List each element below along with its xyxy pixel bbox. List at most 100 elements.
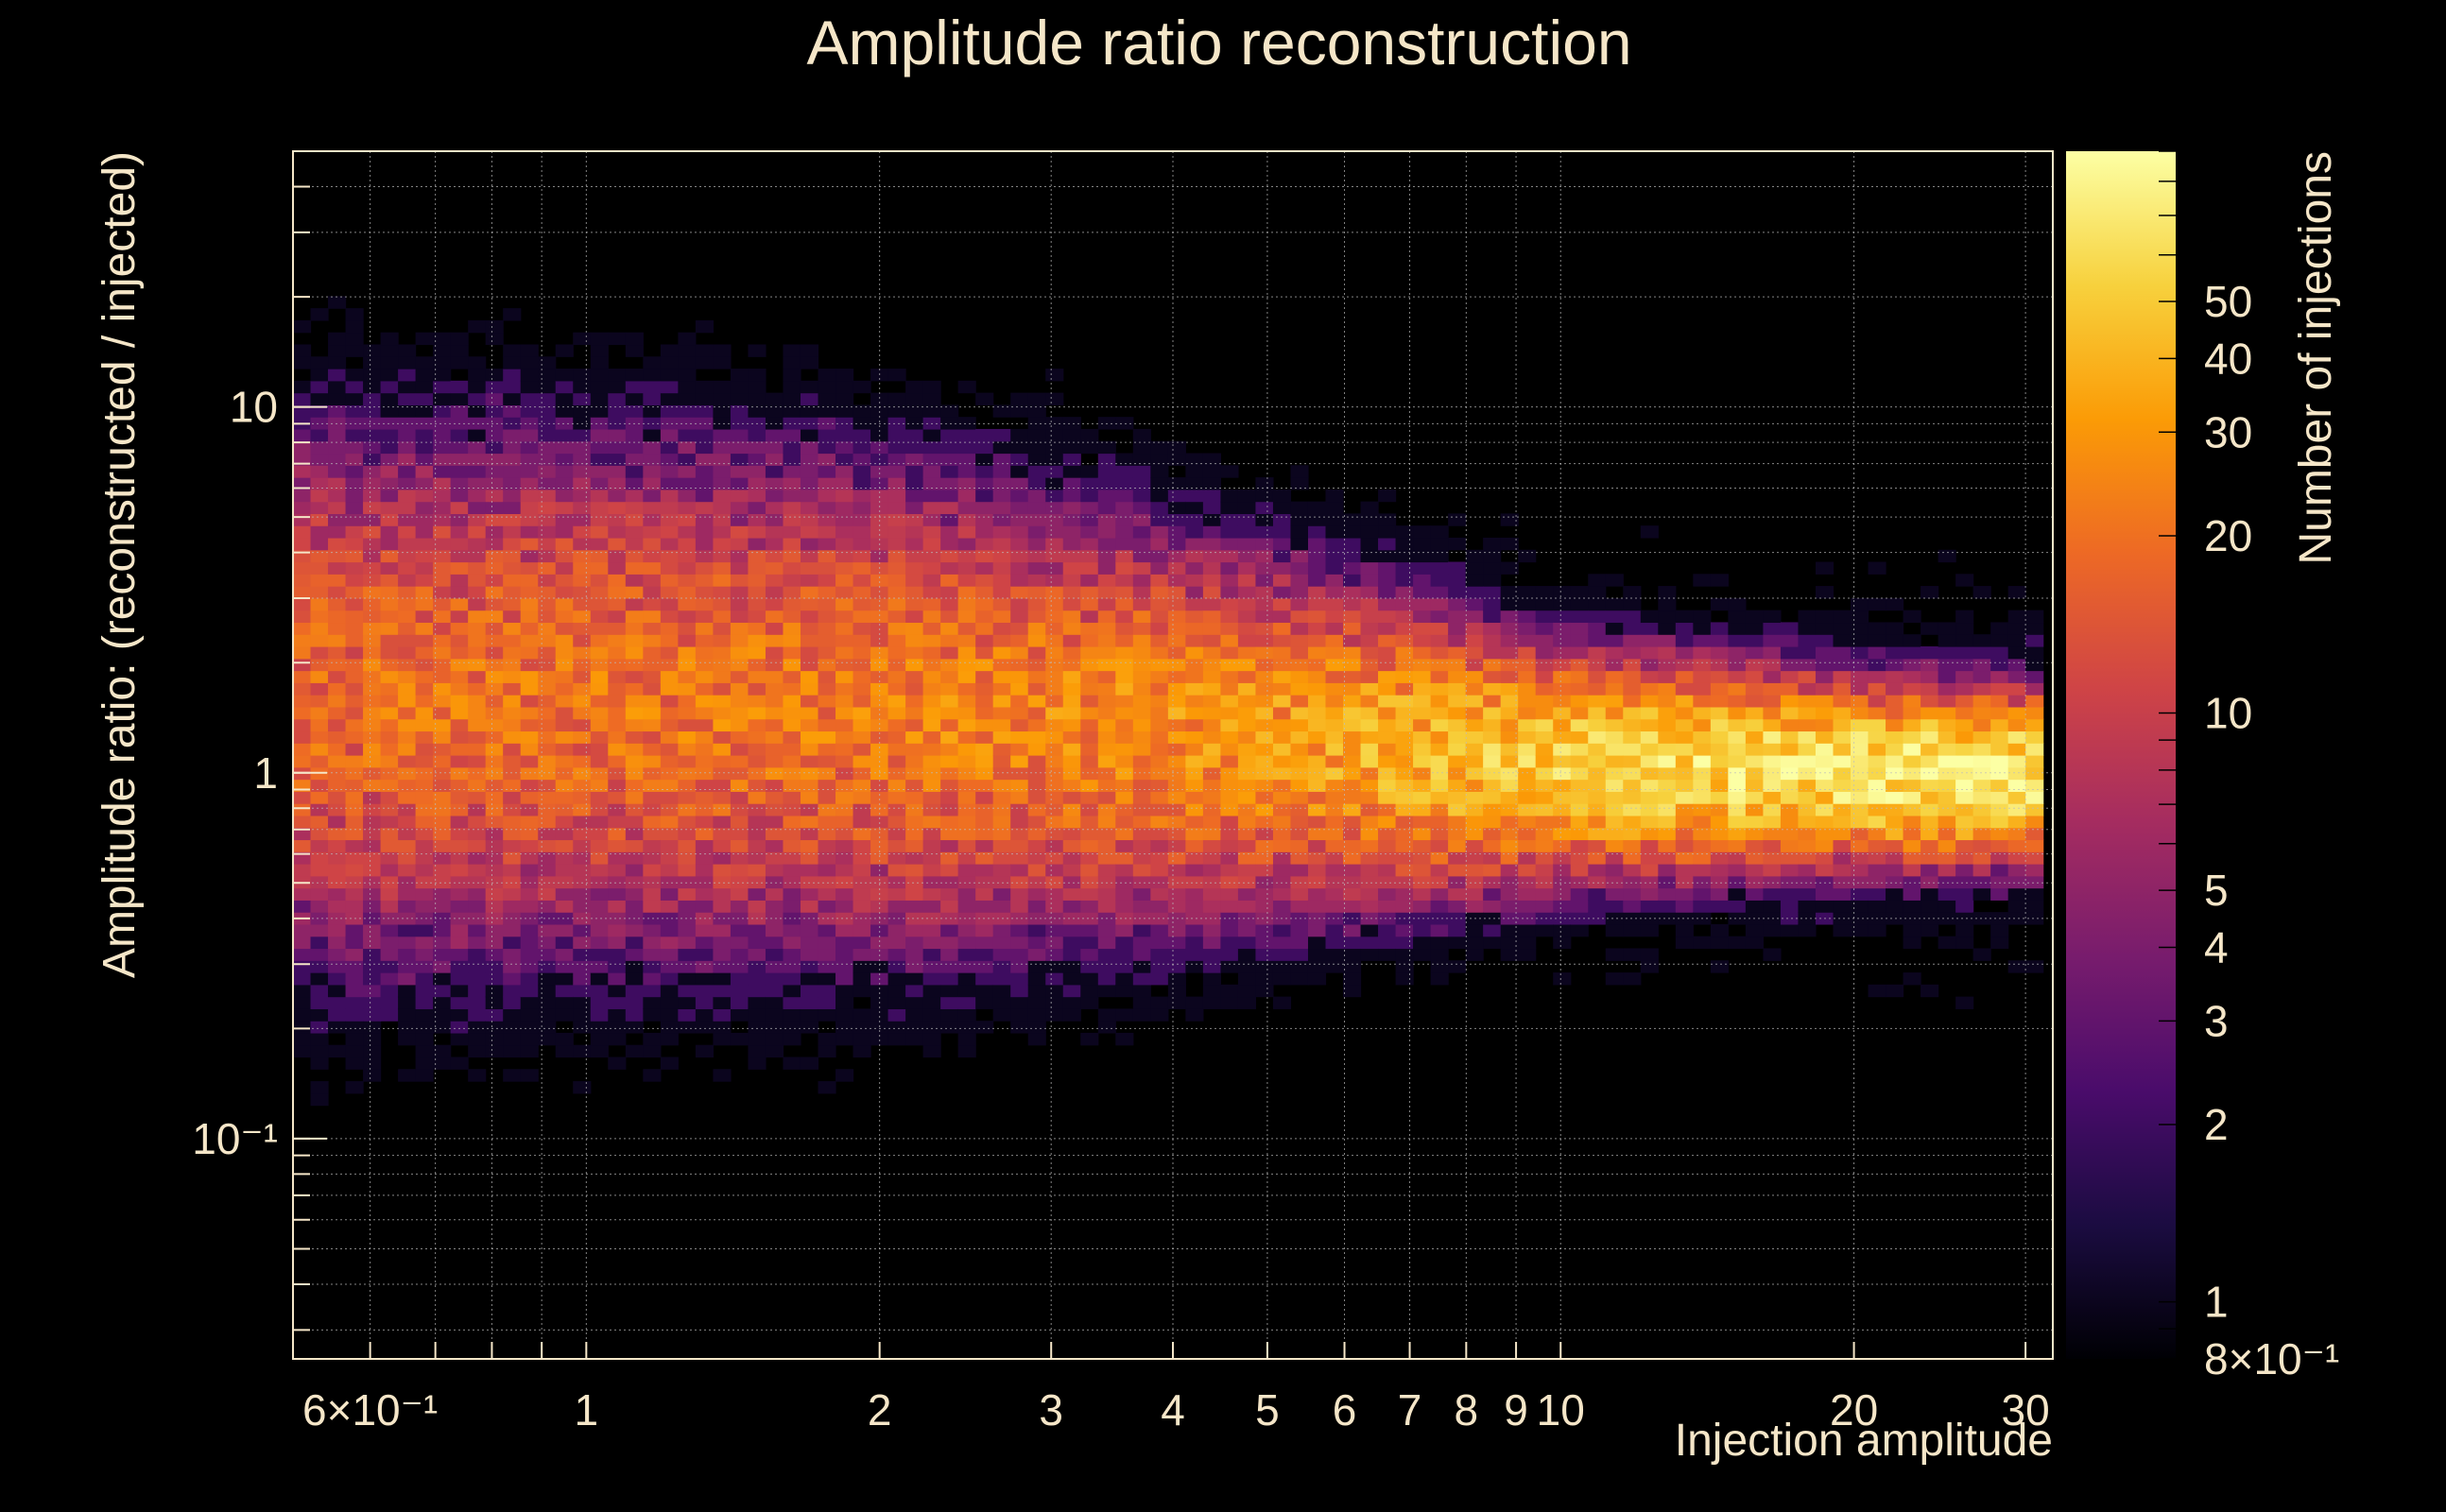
heatmap-cell [1518,864,1537,877]
heatmap-cell [1272,972,1292,986]
heatmap-cell [1378,791,1397,804]
heatmap-cell [293,815,312,829]
heatmap-cell [1290,634,1309,647]
heatmap-cell [1202,610,1221,624]
heatmap-cell [293,791,312,804]
heatmap-cell [887,743,906,756]
heatmap-cell [1448,779,1467,792]
heatmap-cell [503,404,522,418]
heatmap-cell [433,779,452,792]
heatmap-cell [1360,743,1379,756]
heatmap-cell [1097,960,1116,973]
heatmap-cell [713,875,732,889]
heatmap-cell [1010,477,1029,490]
heatmap-cell [1955,900,1974,913]
heatmap-cell [1325,815,1344,829]
heatmap-cell [1815,706,1834,720]
heatmap-cell [957,597,976,611]
heatmap-cell [748,960,767,973]
heatmap-cell [660,839,679,852]
heatmap-cell [1728,839,1747,852]
heatmap-cell [1851,900,1869,913]
heatmap-cell [1518,948,1537,961]
heatmap-cell [1483,864,1502,877]
heatmap-cell [887,440,906,455]
heatmap-cell [1255,755,1274,768]
heatmap-cell [1448,839,1467,852]
heatmap-cell [1045,369,1064,382]
heatmap-cell [905,380,924,394]
heatmap-cell [1658,887,1677,901]
heatmap-cell [1097,537,1116,551]
heatmap-cell [1290,900,1309,913]
heatmap-cell [380,743,399,756]
heatmap-cell [590,972,609,986]
heatmap-cell [1062,718,1081,732]
heatmap-cell [380,960,399,973]
heatmap-cell [1833,695,1852,708]
heatmap-cell [870,923,889,937]
heatmap-cell [1202,755,1221,768]
heatmap-cell [1763,827,1782,841]
heatmap-cell [992,936,1011,950]
heatmap-cell [1535,695,1554,708]
heatmap-cell [695,1021,715,1034]
heatmap-cell [1097,887,1116,901]
heatmap-cell [1972,766,1991,781]
heatmap-cell [1272,936,1292,950]
heatmap-cell [1185,501,1204,514]
heatmap-cell [835,718,854,732]
heatmap-cell [398,574,417,587]
heatmap-cell [887,561,906,575]
heatmap-cell [450,440,469,455]
heatmap-cell [363,695,382,708]
heatmap-cell [415,779,434,792]
heatmap-cell [538,755,557,768]
heatmap-cell [713,900,732,913]
heatmap-cell [905,900,924,913]
heatmap-cell [975,839,994,852]
heatmap-cell [310,1008,329,1022]
heatmap-cell [1535,912,1554,925]
heatmap-cell [1815,803,1834,816]
heatmap-cell [1307,766,1327,781]
heatmap-cell [1062,428,1081,442]
heatmap-cell [293,706,312,720]
heatmap-cell [608,622,627,635]
heatmap-cell [520,537,539,551]
heatmap-cell [538,875,557,889]
heatmap-cell [1640,658,1659,672]
heatmap-cell [678,743,697,756]
heatmap-cell [1010,404,1029,418]
heatmap-cell [1448,682,1467,696]
heatmap-cell [1167,875,1186,889]
heatmap-cell [450,996,469,1009]
heatmap-cell [1010,996,1029,1009]
heatmap-cell [485,1032,504,1046]
heatmap-cell [643,827,662,841]
heatmap-cell [783,1057,801,1070]
heatmap-cell [1167,948,1186,961]
heatmap-cell [1010,574,1029,587]
heatmap-cell [748,489,767,503]
heatmap-cell [1010,586,1029,599]
heatmap-cell [853,730,871,744]
heatmap-cell [1990,622,2009,635]
heatmap-cell [573,392,592,405]
heatmap-cell [625,1008,644,1022]
heatmap-cell [345,404,364,418]
heatmap-cell [1465,791,1484,804]
heatmap-cell [1851,634,1869,647]
heatmap-cell [1325,525,1344,539]
heatmap-cell [1185,634,1204,647]
heatmap-cell [1115,864,1134,877]
heatmap-cell [1921,779,1939,792]
heatmap-cell [1886,815,1904,829]
heatmap-cell [1518,875,1537,889]
heatmap-cell [520,549,539,563]
heatmap-cell [1010,960,1029,973]
heatmap-cell [1307,561,1327,575]
heatmap-cell [503,695,522,708]
heatmap-cell [1868,984,1886,998]
heatmap-cell [765,537,784,551]
